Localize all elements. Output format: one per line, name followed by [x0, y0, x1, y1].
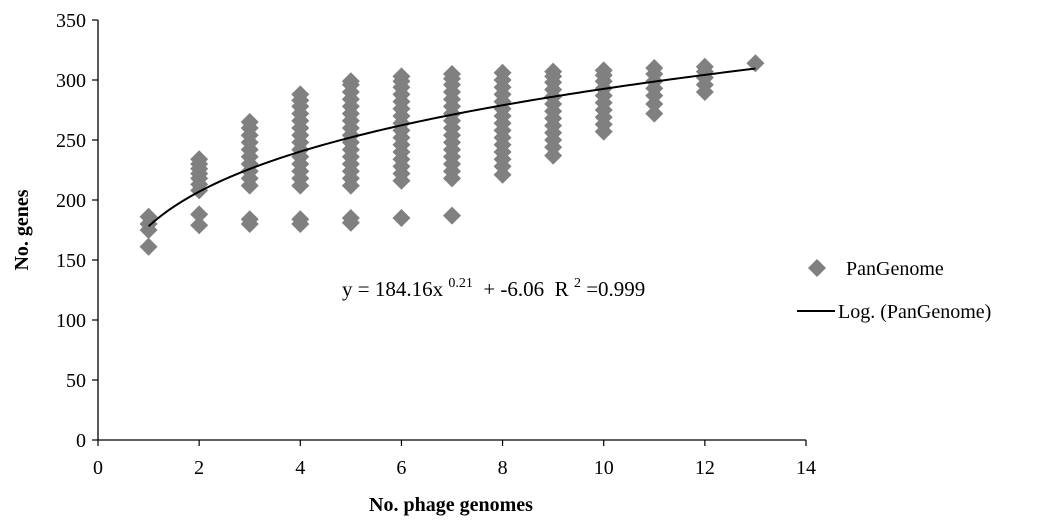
legend: PanGenome Log. (PanGenome) — [797, 258, 991, 323]
equation-prefix: y = 184.16x — [342, 277, 444, 301]
data-point — [392, 67, 411, 86]
x-tick-label: 6 — [396, 457, 406, 479]
y-tick-label: 100 — [56, 310, 86, 332]
x-tick-label: 14 — [796, 457, 816, 479]
trendline — [147, 67, 756, 228]
data-point — [190, 205, 209, 224]
x-axis-title: No. phage genomes — [369, 494, 533, 516]
equation-r-exponent: 2 — [574, 276, 581, 291]
data-point — [493, 63, 512, 82]
legend-label-trend: Log. (PanGenome) — [838, 301, 991, 323]
y-tick-label: 300 — [56, 70, 86, 92]
data-point — [291, 210, 310, 229]
x-tick-label: 0 — [93, 457, 103, 479]
data-point — [645, 104, 664, 123]
equation-mid: + -6.06 R — [478, 277, 569, 301]
x-tick-label: 4 — [295, 457, 305, 479]
y-tick-label: 50 — [66, 370, 86, 392]
y-axis-title: No. genes — [11, 189, 33, 270]
fit-equation: y = 184.16x 0.21 + -6.06 R 2 =0.999 — [342, 268, 645, 301]
y-axis-ticks: 0 50 100 150 200 250 300 350 — [56, 10, 98, 452]
pangenome-points — [139, 54, 765, 256]
equation-suffix: =0.999 — [586, 277, 645, 301]
data-point — [341, 72, 360, 91]
data-point — [695, 57, 714, 76]
data-point — [544, 62, 563, 81]
data-point — [746, 54, 765, 73]
legend-marker-pangenome — [808, 259, 826, 277]
y-tick-label: 250 — [56, 130, 86, 152]
data-point — [392, 209, 411, 227]
x-tick-label: 2 — [194, 457, 204, 479]
y-tick-label: 0 — [76, 430, 86, 452]
data-point — [190, 150, 209, 169]
data-point — [443, 65, 461, 83]
data-point — [645, 59, 664, 77]
legend-label-pangenome: PanGenome — [846, 258, 944, 280]
equation-exponent: 0.21 — [448, 276, 473, 291]
data-point — [240, 210, 259, 229]
x-tick-label: 10 — [594, 457, 614, 479]
data-point — [240, 113, 259, 131]
y-tick-label: 200 — [56, 190, 86, 212]
data-point — [291, 85, 310, 104]
x-tick-label: 8 — [498, 457, 508, 479]
data-point — [594, 61, 613, 80]
data-point — [190, 216, 209, 235]
x-tick-label: 12 — [695, 457, 715, 479]
data-point — [341, 209, 360, 227]
y-tick-label: 350 — [56, 10, 86, 32]
data-point — [139, 237, 158, 256]
y-tick-label: 150 — [56, 250, 86, 272]
data-point — [443, 206, 461, 225]
x-axis-ticks: 0 2 4 6 8 10 12 14 — [93, 440, 816, 479]
